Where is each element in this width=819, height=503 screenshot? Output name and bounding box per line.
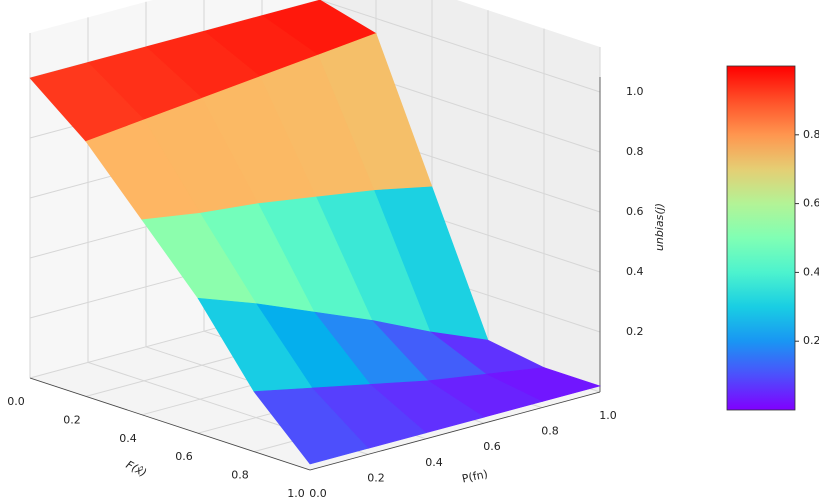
colorbar (726, 65, 796, 411)
colorbar-tick-label: 0.8 (803, 128, 819, 141)
axis-line (309, 391, 601, 471)
grid-line (319, 0, 601, 93)
z-tick-label: 0.4 (626, 265, 644, 278)
x-axis-label: F(x̂) (124, 458, 149, 480)
x-tick-label: 0.2 (63, 413, 81, 426)
y-axis-label: P(fn) (461, 467, 489, 485)
colorbar-tick-label: 0.6 (803, 197, 819, 210)
x-tick-label: 1.0 (287, 487, 305, 500)
surface (29, 0, 602, 465)
x-tick-label: 0.0 (7, 395, 25, 408)
z-tick-label: 0.6 (626, 205, 644, 218)
y-tick-label: 1.0 (599, 409, 617, 422)
y-tick-label: 0.6 (483, 440, 501, 453)
y-tick-label: 0.4 (425, 456, 443, 469)
x-tick-label: 0.4 (119, 432, 137, 445)
labels: 0.0 0.2 0.4 0.6 0.8 1.0 0.0 0.2 0.4 0.6 0.8 1.0 0.2 0… (7, 85, 666, 500)
z-tick-label: 1.0 (626, 85, 644, 98)
z-tick-label: 0.8 (626, 145, 644, 158)
z-tick-label: 0.2 (626, 325, 644, 338)
axis-line (29, 377, 311, 471)
z-axis-label: unbias(j) (653, 203, 666, 251)
y-tick-label: 0.2 (367, 471, 385, 484)
x-tick-label: 0.6 (175, 450, 193, 463)
colorbar-tick-label: 0.4 (803, 265, 819, 278)
colorbar-tick-label: 0.2 (803, 334, 819, 347)
y-tick-label: 0.8 (541, 425, 559, 438)
x-tick-label: 0.8 (231, 469, 249, 482)
y-tick-label: 0.0 (309, 487, 327, 500)
surface-patch (253, 387, 369, 465)
